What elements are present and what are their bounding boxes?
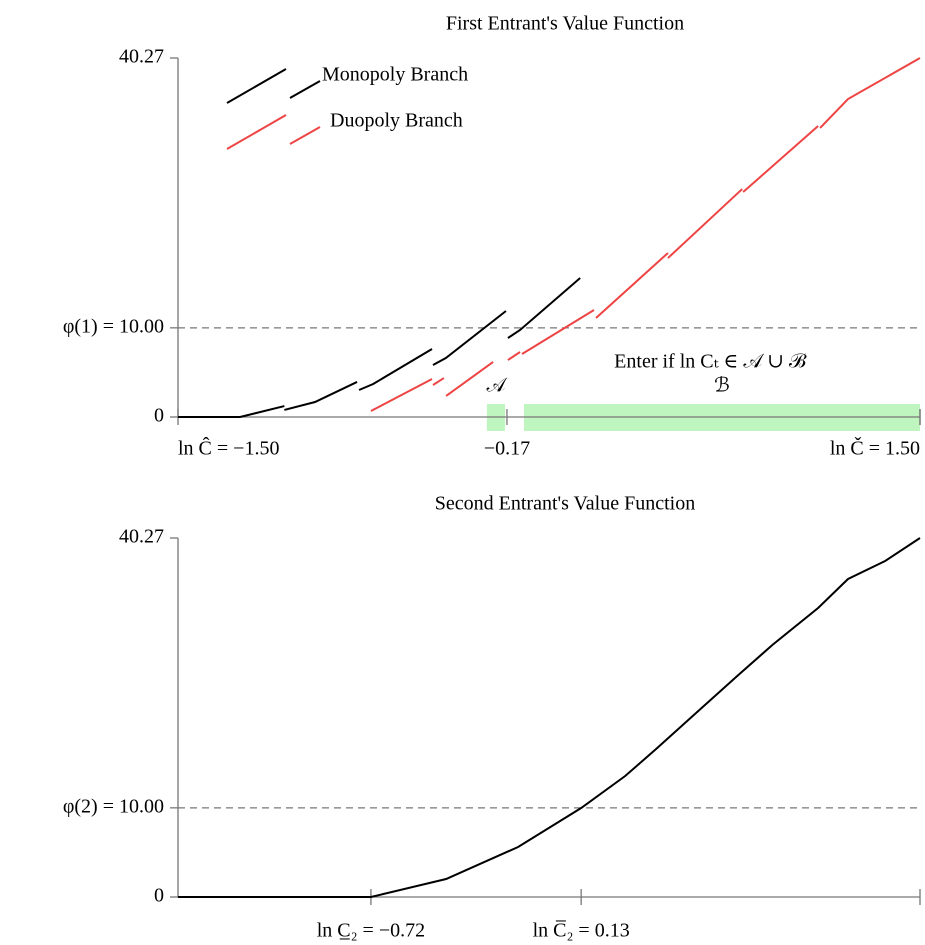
x-tick-label: ln C̲₂ = −0.72 (317, 920, 425, 942)
y-tick-label: 40.27 (119, 526, 164, 548)
chart-title: Second Entrant's Value Function (435, 493, 695, 515)
x-tick-label: ln C̅₂ = 0.13 (533, 920, 630, 942)
legend-swatch (226, 68, 287, 104)
y-tick-label: φ(2) = 10.00 (63, 795, 164, 817)
legend-label: Duopoly Branch (330, 110, 463, 132)
x-tick-label: ln Č = 1.50 (830, 436, 920, 460)
line (178, 537, 921, 898)
x-tick-label: ln Ĉ = −1.50 (178, 436, 279, 460)
y-tick-label: φ(1) = 10.00 (63, 315, 164, 337)
x-tick-label: −0.17 (484, 438, 530, 460)
y-tick-label: 0 (154, 405, 164, 427)
y-tick-label: 0 (154, 885, 164, 907)
region-label: ℬ (714, 375, 730, 397)
legend-swatch (289, 126, 321, 145)
chart-title: First Entrant's Value Function (446, 13, 684, 35)
y-tick-label: 40.27 (119, 46, 164, 68)
legend-swatch (289, 80, 321, 99)
annotation: Enter if ln Cₜ ∈ 𝒜 ∪ ℬ (614, 351, 807, 373)
line (370, 57, 921, 412)
legend-label: Monopoly Branch (322, 64, 468, 86)
line (178, 277, 581, 418)
region-label: 𝒜 (486, 375, 507, 397)
legend-swatch (226, 114, 287, 150)
